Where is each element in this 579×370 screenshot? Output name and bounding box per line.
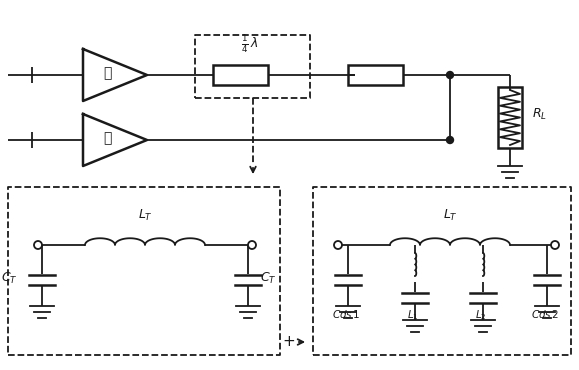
Text: $Cds\,1$: $Cds\,1$ (332, 308, 360, 320)
Text: $Cds\,2$: $Cds\,2$ (531, 308, 559, 320)
Circle shape (551, 241, 559, 249)
Bar (212, 65, 267, 85)
Bar (347, 65, 402, 85)
Text: $C_T$: $C_T$ (260, 270, 277, 286)
Circle shape (34, 241, 42, 249)
Text: $R_L$: $R_L$ (532, 107, 547, 122)
Text: $L_T$: $L_T$ (138, 208, 152, 223)
Text: 辅: 辅 (103, 131, 111, 145)
Bar (498, 87, 522, 148)
Circle shape (446, 137, 453, 144)
Text: +: + (283, 334, 295, 350)
Text: $\frac{1}{4}\,\lambda$: $\frac{1}{4}\,\lambda$ (241, 33, 259, 55)
Circle shape (334, 241, 342, 249)
Circle shape (248, 241, 256, 249)
Text: $L_T$: $L_T$ (442, 208, 457, 223)
Text: $L_2$: $L_2$ (475, 308, 487, 322)
Text: $L_1$: $L_1$ (407, 308, 419, 322)
Circle shape (446, 71, 453, 78)
Text: 主: 主 (103, 66, 111, 80)
Text: $C_T$: $C_T$ (1, 270, 18, 286)
